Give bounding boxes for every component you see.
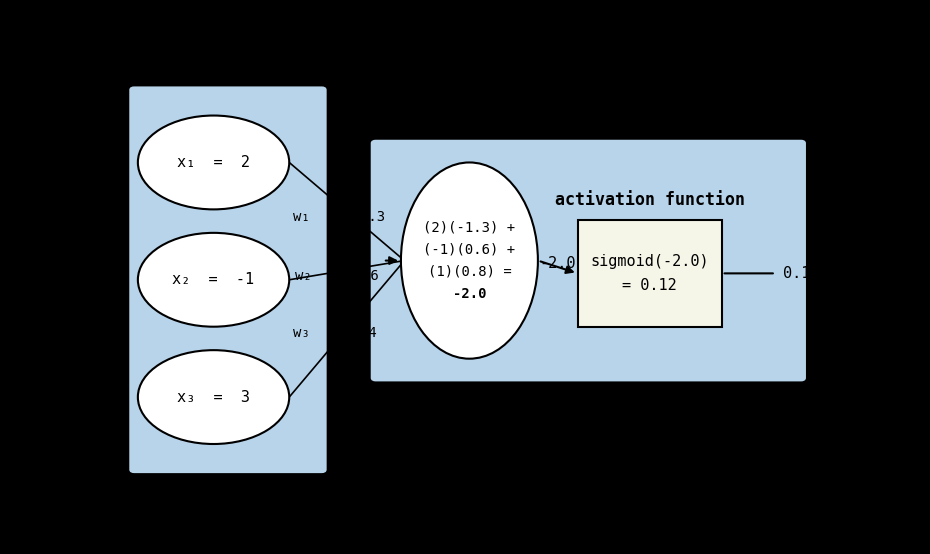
Text: -2.0: -2.0 [453, 287, 486, 301]
Text: w₃  =  0.4: w₃ = 0.4 [293, 326, 377, 340]
Text: -2.0: -2.0 [539, 257, 576, 271]
Ellipse shape [138, 233, 289, 327]
Text: (-1)(0.6) +: (-1)(0.6) + [423, 243, 515, 257]
Text: (2)(-1.3) +: (2)(-1.3) + [423, 220, 515, 234]
Text: (1)(0.8) =: (1)(0.8) = [428, 265, 512, 279]
Text: 0.12: 0.12 [783, 266, 819, 281]
FancyBboxPatch shape [130, 88, 326, 472]
FancyBboxPatch shape [578, 220, 722, 327]
Text: activation function: activation function [554, 191, 745, 209]
Text: w₂  =  0.6: w₂ = 0.6 [295, 269, 379, 283]
Ellipse shape [138, 116, 289, 209]
Ellipse shape [401, 162, 538, 358]
Text: sigmoid(-2.0): sigmoid(-2.0) [591, 254, 709, 269]
Text: = 0.12: = 0.12 [622, 278, 677, 293]
Ellipse shape [138, 350, 289, 444]
Text: w₁  =  -1.3: w₁ = -1.3 [293, 209, 385, 224]
Text: x₁  =  2: x₁ = 2 [177, 155, 250, 170]
FancyBboxPatch shape [372, 141, 804, 380]
Text: x₂  =  -1: x₂ = -1 [172, 272, 255, 288]
Text: x₃  =  3: x₃ = 3 [177, 389, 250, 404]
